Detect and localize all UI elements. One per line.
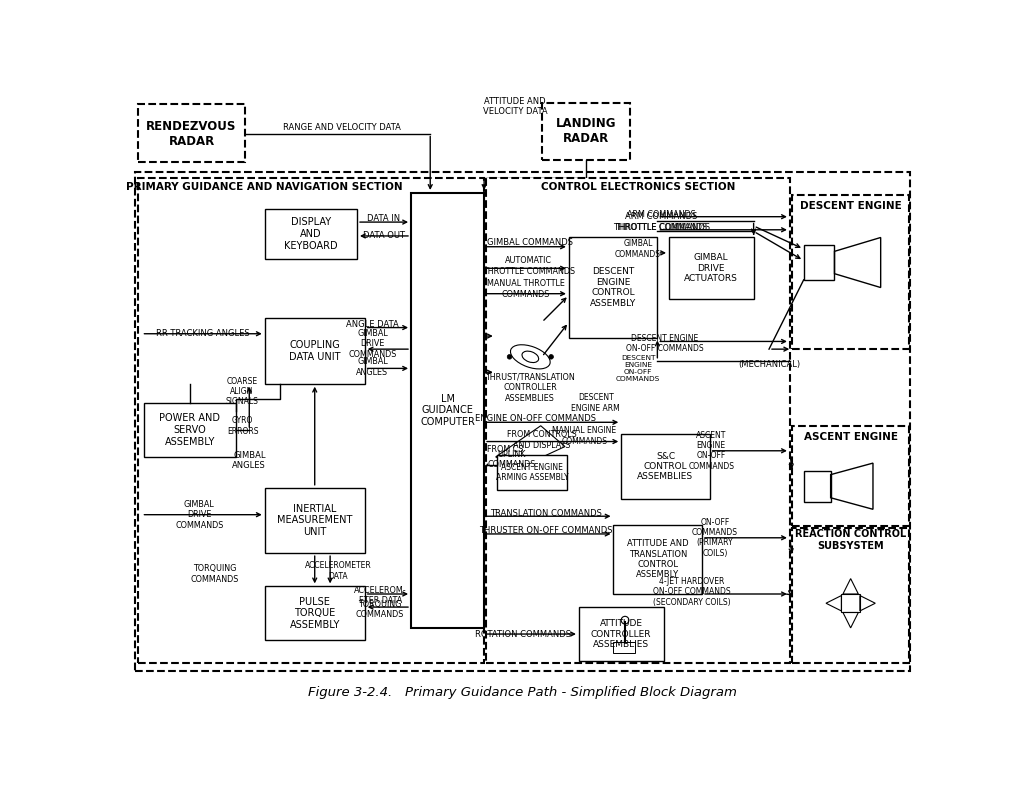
Text: RR TRACKING ANGLES: RR TRACKING ANGLES — [156, 329, 250, 338]
Bar — [411, 192, 484, 628]
Text: RENDEZVOUS
RADAR: RENDEZVOUS RADAR — [147, 120, 236, 147]
Text: LM
GUIDANCE
COMPUTER: LM GUIDANCE COMPUTER — [420, 394, 475, 427]
Text: ON-OFF
COMMANDS
(PRIMARY
COILS): ON-OFF COMMANDS (PRIMARY COILS) — [692, 518, 738, 558]
Text: GIMBAL
DRIVE
COMMANDS: GIMBAL DRIVE COMMANDS — [175, 500, 223, 530]
Text: INERTIAL
MEASUREMENT
UNIT: INERTIAL MEASUREMENT UNIT — [277, 504, 353, 537]
Bar — [265, 586, 365, 640]
Text: LANDING
RADAR: LANDING RADAR — [555, 117, 616, 145]
Text: MANUAL ENGINE
COMMANDS: MANUAL ENGINE COMMANDS — [552, 426, 616, 446]
Text: FROM CONTROLS
AND DISPLAYS: FROM CONTROLS AND DISPLAYS — [507, 430, 577, 450]
Bar — [804, 470, 830, 501]
Bar — [542, 103, 631, 161]
Text: PULSE
TORQUE
ASSEMBLY: PULSE TORQUE ASSEMBLY — [289, 596, 340, 630]
Text: DISPLAY
AND
KEYBOARD: DISPLAY AND KEYBOARD — [284, 218, 337, 250]
Text: GIMBAL
ANGLES: GIMBAL ANGLES — [232, 451, 266, 470]
Text: CONTROL ELECTRONICS SECTION: CONTROL ELECTRONICS SECTION — [541, 182, 736, 192]
Bar — [613, 642, 635, 653]
Bar — [135, 172, 910, 671]
Bar — [792, 426, 909, 526]
Text: ACCELEROMETER
DATA: ACCELEROMETER DATA — [305, 562, 371, 581]
Bar — [497, 455, 567, 490]
Bar — [668, 238, 754, 299]
Text: THROTTLE COMMANDS: THROTTLE COMMANDS — [615, 223, 707, 232]
Text: GYRO
ERRORS: GYRO ERRORS — [227, 417, 259, 436]
Bar — [265, 318, 365, 384]
Text: ASCENT ENGINE
ARMING ASSEMBLY: ASCENT ENGINE ARMING ASSEMBLY — [495, 463, 569, 482]
Text: POWER AND
SERVO
ASSEMBLY: POWER AND SERVO ASSEMBLY — [160, 413, 220, 447]
Bar — [792, 527, 909, 663]
Text: GIMBAL
ANGLES: GIMBAL ANGLES — [357, 357, 388, 376]
Text: ARM COMMANDS: ARM COMMANDS — [625, 212, 697, 221]
Text: DESCENT ENGINE
ON-OFF COMMANDS: DESCENT ENGINE ON-OFF COMMANDS — [627, 334, 704, 353]
Text: ASCENT ENGINE: ASCENT ENGINE — [804, 432, 898, 442]
Text: UPLINK
COMMANDS: UPLINK COMMANDS — [487, 450, 536, 469]
Text: ASCENT
ENGINE
ON-OFF
COMMANDS: ASCENT ENGINE ON-OFF COMMANDS — [688, 431, 735, 471]
Text: COUPLING
DATA UNIT: COUPLING DATA UNIT — [289, 341, 340, 362]
Text: ANGLE DATA: ANGLE DATA — [346, 320, 398, 329]
Text: THRUST/TRANSLATION
CONTROLLER
ASSEMBLIES: THRUST/TRANSLATION CONTROLLER ASSEMBLIES — [485, 373, 575, 402]
Bar — [804, 246, 835, 280]
Text: THRUSTER ON-OFF COMMANDS: THRUSTER ON-OFF COMMANDS — [479, 526, 612, 535]
Bar — [138, 105, 246, 162]
Text: ROTATION COMMANDS: ROTATION COMMANDS — [475, 630, 571, 638]
Bar — [622, 434, 709, 499]
Text: ARM COMMANDS: ARM COMMANDS — [627, 210, 696, 219]
Text: TRANSLATION COMMANDS: TRANSLATION COMMANDS — [490, 508, 601, 518]
Text: DATA IN: DATA IN — [368, 214, 400, 223]
Text: MANUAL THROTTLE
COMMANDS: MANUAL THROTTLE COMMANDS — [487, 280, 565, 299]
Bar — [265, 209, 357, 259]
Bar — [569, 238, 657, 337]
Text: RANGE AND VELOCITY DATA: RANGE AND VELOCITY DATA — [282, 123, 400, 132]
Text: TORQUING
COMMANDS: TORQUING COMMANDS — [191, 564, 238, 584]
Text: FROM CS: FROM CS — [487, 445, 524, 454]
Bar — [265, 488, 365, 553]
Text: 4-JET HARDOVER
ON-OFF COMMANDS
(SECONDARY COILS): 4-JET HARDOVER ON-OFF COMMANDS (SECONDAR… — [653, 577, 731, 607]
Text: GIMBAL COMMANDS: GIMBAL COMMANDS — [487, 238, 574, 247]
Text: COARSE
ALIGN
SIGNALS: COARSE ALIGN SIGNALS — [225, 376, 259, 406]
Circle shape — [549, 355, 553, 359]
Text: ATTITUDE AND
TRANSLATION
CONTROL
ASSEMBLY: ATTITUDE AND TRANSLATION CONTROL ASSEMBL… — [627, 539, 689, 580]
Text: ENGINE ON-OFF COMMANDS: ENGINE ON-OFF COMMANDS — [475, 414, 596, 423]
Text: ATTITUDE
CONTROLLER
ASSEMBLIES: ATTITUDE CONTROLLER ASSEMBLIES — [591, 619, 651, 649]
Bar — [144, 403, 236, 457]
Bar — [138, 178, 484, 664]
Text: Figure 3-2.4.   Primary Guidance Path - Simplified Block Diagram: Figure 3-2.4. Primary Guidance Path - Si… — [308, 686, 737, 699]
Text: TORQUING
COMMANDS: TORQUING COMMANDS — [356, 600, 405, 619]
Text: REACTION CONTROL
SUBSYSTEM: REACTION CONTROL SUBSYSTEM — [795, 529, 906, 551]
Text: DATA OUT: DATA OUT — [363, 231, 405, 241]
Text: GIMBAL
COMMANDS: GIMBAL COMMANDS — [615, 239, 661, 259]
Text: DESCENT
ENGINE ARM: DESCENT ENGINE ARM — [572, 394, 621, 413]
Text: DESCENT
ENGINE
ON-OFF
COMMANDS: DESCENT ENGINE ON-OFF COMMANDS — [616, 355, 660, 382]
Text: AUTOMATIC
THROTTLE COMMANDS: AUTOMATIC THROTTLE COMMANDS — [483, 257, 575, 276]
Text: ACCELEROM-
ETER DATA: ACCELEROM- ETER DATA — [354, 586, 407, 605]
Bar — [579, 607, 663, 661]
Bar — [792, 195, 909, 349]
Bar — [842, 594, 860, 612]
Text: PRIMARY GUIDANCE AND NAVIGATION SECTION: PRIMARY GUIDANCE AND NAVIGATION SECTION — [126, 182, 403, 192]
Bar — [613, 524, 702, 594]
Text: THROTTLE COMMANDS: THROTTLE COMMANDS — [612, 223, 710, 232]
Text: DESCENT ENGINE: DESCENT ENGINE — [800, 201, 902, 211]
Circle shape — [507, 355, 512, 359]
Text: GIMBAL
DRIVE
ACTUATORS: GIMBAL DRIVE ACTUATORS — [685, 253, 738, 284]
Text: (MECHANICAL): (MECHANICAL) — [738, 360, 800, 369]
Text: S&C
CONTROL
ASSEMBLIES: S&C CONTROL ASSEMBLIES — [638, 451, 694, 482]
Text: DESCENT
ENGINE
CONTROL
ASSEMBLY: DESCENT ENGINE CONTROL ASSEMBLY — [590, 268, 636, 307]
Text: GIMBAL
DRIVE
COMMANDS: GIMBAL DRIVE COMMANDS — [348, 329, 396, 359]
Bar — [486, 178, 790, 664]
Text: ATTITUDE AND
VELOCITY DATA: ATTITUDE AND VELOCITY DATA — [483, 97, 547, 116]
